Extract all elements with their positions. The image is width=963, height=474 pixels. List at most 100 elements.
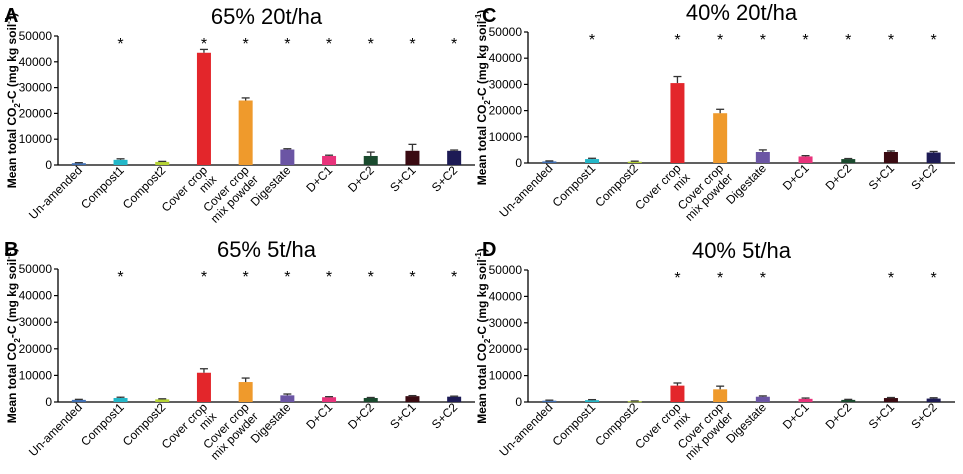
y-label-sup: -1 (4, 16, 13, 24)
panel-B: B 65% 5t/ha01000020000300004000050000Mean… (4, 237, 475, 463)
bar (542, 161, 557, 163)
x-tick-label: S+C1 (866, 161, 898, 193)
x-tick-label: D+C1 (780, 161, 812, 193)
y-label-sup: -1 (474, 252, 483, 260)
bar (542, 400, 557, 402)
chart-title: 40% 5t/ha (692, 238, 792, 263)
x-tick-label: Compost1 (550, 161, 599, 210)
x-tick-label: S+C1 (387, 400, 419, 432)
significance-star: * (802, 32, 808, 49)
bar (713, 389, 728, 402)
x-tick-label: S+C1 (387, 163, 419, 195)
significance-star: * (931, 32, 937, 49)
significance-star: * (201, 269, 207, 286)
bar (447, 396, 462, 402)
x-tick-label-line: Un-amended (497, 400, 556, 459)
bar (363, 398, 378, 402)
significance-star: * (760, 270, 766, 287)
y-tick-label: 40000 (19, 289, 53, 303)
x-tick-label: D+C1 (780, 400, 812, 432)
y-tick-label: 0 (45, 158, 52, 172)
x-tick-label: D+C2 (823, 400, 855, 432)
panel-letter: A (4, 5, 18, 27)
y-tick-label: 10000 (19, 368, 53, 382)
panel-letter: D (482, 239, 496, 261)
bar (363, 155, 378, 165)
y-tick-label: 30000 (489, 316, 523, 330)
bar (585, 159, 600, 163)
chart-title: 40% 20t/ha (686, 0, 798, 25)
y-label-mid: -C (mg kg soil (5, 24, 19, 103)
significance-star: * (451, 269, 457, 286)
bar (585, 400, 600, 402)
y-axis-label: Mean total CO2-C (mg kg soil-1) (474, 248, 492, 424)
significance-star: * (888, 270, 894, 287)
x-tick-label-line: Un-amended (497, 161, 556, 220)
significance-star: * (845, 32, 851, 49)
y-label-end: ) (5, 13, 19, 17)
bar (196, 372, 211, 402)
y-label-end: ) (475, 10, 489, 14)
x-tick-label-line: Un-amended (26, 400, 85, 459)
bar (155, 399, 170, 402)
x-tick-label-line: Compost1 (78, 400, 127, 449)
y-label-mid: -C (mg kg soil (475, 259, 489, 338)
bar (405, 150, 420, 165)
x-tick-label-line: D+C2 (823, 161, 855, 193)
x-tick-label: Compost1 (78, 400, 127, 449)
x-tick-label: D+C1 (303, 163, 335, 195)
y-tick-label: 30000 (489, 77, 523, 91)
y-label-sub: 2 (13, 338, 22, 343)
x-tick-label-line: D+C1 (303, 163, 335, 195)
significance-star: * (888, 32, 894, 49)
bar (798, 398, 813, 402)
y-axis-label: Mean total CO2-C (mg kg soil-1) (4, 248, 22, 424)
bar (113, 398, 128, 402)
y-tick-label: 0 (515, 156, 522, 170)
x-tick-label: S+C1 (866, 400, 898, 432)
bar (926, 152, 941, 163)
significance-star: * (589, 32, 595, 49)
bar (841, 159, 856, 163)
significance-star: * (326, 36, 332, 53)
bar (71, 399, 86, 402)
x-tick-label-line: S+C1 (387, 163, 419, 195)
bar (755, 396, 770, 402)
x-tick-label: Un-amended (497, 161, 556, 220)
y-tick-label: 30000 (19, 315, 53, 329)
y-axis-label: Mean total CO2-C (mg kg soil-1) (4, 13, 22, 189)
x-tick-label-line: S+C2 (429, 163, 461, 195)
bar (280, 149, 295, 165)
x-tick-label-line: S+C1 (866, 161, 898, 193)
bar (238, 382, 253, 402)
bar (322, 155, 337, 165)
significance-star: * (117, 36, 123, 53)
significance-star: * (243, 269, 249, 286)
bar (155, 161, 170, 165)
x-tick-label: Un-amended (497, 400, 556, 459)
y-tick-label: 20000 (489, 342, 523, 356)
significance-star: * (451, 36, 457, 53)
chart-title: 65% 5t/ha (217, 237, 317, 262)
y-label-main: Mean total CO (475, 105, 489, 186)
y-tick-label: 10000 (489, 369, 523, 383)
y-label-sub: 2 (13, 103, 22, 108)
y-tick-label: 10000 (489, 130, 523, 144)
significance-star: * (931, 270, 937, 287)
bar (627, 401, 642, 403)
panel-A: A 65% 20t/ha01000020000300004000050000Mea… (4, 4, 475, 226)
significance-star: * (674, 32, 680, 49)
x-tick-label-line: D+C2 (823, 400, 855, 432)
panel-D: D 40% 5t/ha01000020000300004000050000Mean… (474, 238, 955, 463)
bar (755, 151, 770, 163)
bar (798, 156, 813, 163)
x-tick-label: S+C2 (429, 400, 461, 432)
x-tick-label-line: S+C2 (908, 400, 940, 432)
x-tick-label: Compost1 (78, 163, 127, 212)
significance-star: * (409, 269, 415, 286)
y-tick-label: 50000 (19, 29, 53, 43)
significance-star: * (243, 36, 249, 53)
y-label-mid: -C (mg kg soil (5, 259, 19, 338)
significance-star: * (409, 36, 415, 53)
